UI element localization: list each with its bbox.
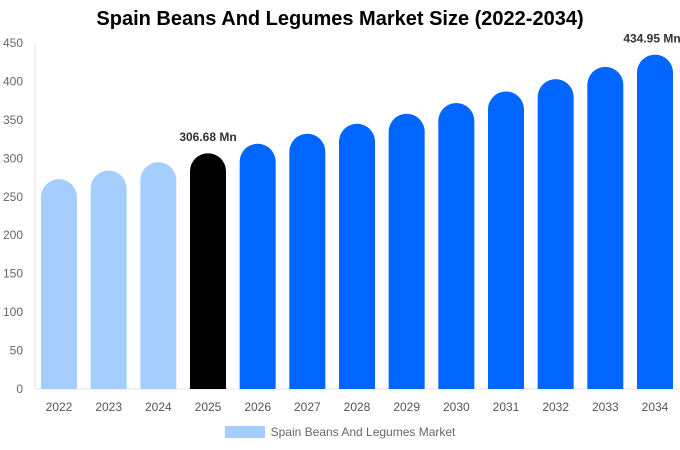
y-tick-label: 150 bbox=[3, 267, 23, 281]
x-tick-label: 2030 bbox=[443, 400, 470, 414]
bar-2028 bbox=[339, 123, 375, 389]
bar-2031 bbox=[488, 91, 524, 390]
bar-2024 bbox=[140, 162, 177, 389]
y-tick-label: 0 bbox=[16, 382, 23, 396]
x-tick-label: 2028 bbox=[344, 400, 371, 414]
data-label-2034: 434.95 Mn bbox=[623, 32, 680, 46]
bar-2033 bbox=[587, 66, 624, 389]
bar-2029 bbox=[388, 113, 425, 389]
bar-2032 bbox=[537, 79, 574, 389]
x-tick-label: 2031 bbox=[493, 400, 520, 414]
y-tick-label: 50 bbox=[10, 344, 24, 358]
bar-2026 bbox=[239, 143, 276, 389]
x-tick-label: 2033 bbox=[592, 400, 619, 414]
x-tick-label: 2032 bbox=[542, 400, 569, 414]
bar-2025 bbox=[190, 153, 226, 389]
y-tick-label: 300 bbox=[3, 151, 23, 165]
legend-label: Spain Beans And Legumes Market bbox=[270, 425, 456, 439]
x-tick-label: 2024 bbox=[145, 400, 172, 414]
y-tick-label: 250 bbox=[3, 190, 23, 204]
bar-2030 bbox=[438, 102, 475, 390]
legend: Spain Beans And Legumes Market bbox=[0, 425, 680, 439]
x-tick-label: 2026 bbox=[244, 400, 271, 414]
x-tick-label: 2029 bbox=[393, 400, 420, 414]
y-tick-label: 100 bbox=[3, 305, 23, 319]
data-label-2025: 306.68 Mn bbox=[179, 130, 236, 144]
x-tick-label: 2025 bbox=[195, 400, 222, 414]
legend-swatch bbox=[224, 426, 265, 438]
x-tick-label: 2022 bbox=[46, 400, 73, 414]
bar-2034 bbox=[637, 54, 673, 389]
y-tick-label: 450 bbox=[3, 36, 23, 50]
bar-2022 bbox=[41, 179, 77, 389]
bar-2023 bbox=[90, 170, 127, 389]
y-tick-label: 200 bbox=[3, 228, 23, 242]
y-tick-label: 350 bbox=[3, 113, 23, 127]
x-tick-label: 2034 bbox=[642, 400, 669, 414]
y-tick-label: 400 bbox=[3, 74, 23, 88]
x-tick-label: 2027 bbox=[294, 400, 321, 414]
x-tick-label: 2023 bbox=[95, 400, 122, 414]
chart-title: Spain Beans And Legumes Market Size (202… bbox=[96, 8, 584, 30]
bar-2027 bbox=[289, 133, 326, 389]
